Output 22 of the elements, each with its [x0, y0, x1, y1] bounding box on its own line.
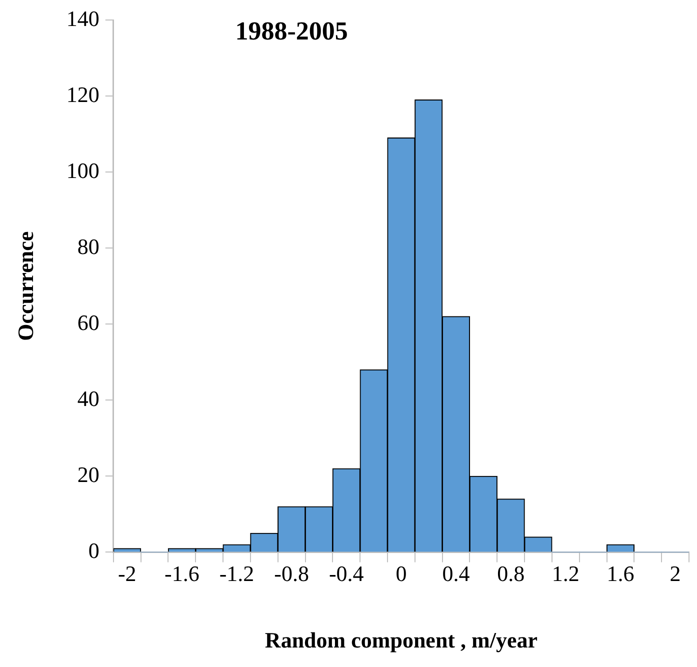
y-tick-label: 80 — [77, 234, 100, 259]
y-tick-label: 100 — [66, 158, 100, 183]
x-tick-label: 0.4 — [442, 561, 470, 586]
y-tick-label: 60 — [77, 310, 100, 335]
y-tick-label: 20 — [77, 462, 100, 487]
x-tick-label: -0.4 — [328, 561, 364, 586]
chart-title: 1988-2005 — [235, 16, 348, 46]
y-tick-label: 120 — [66, 82, 100, 107]
y-tick-label: 0 — [88, 538, 100, 563]
x-tick-label: -0.8 — [274, 561, 309, 586]
x-tick-label: -2 — [118, 561, 136, 586]
x-tick-label: 1.6 — [606, 561, 634, 586]
x-axis-title: Random component , m/year — [264, 627, 538, 652]
y-tick-label: 40 — [77, 386, 100, 411]
x-tick-label: 0 — [396, 561, 407, 586]
x-tick-label: 1.2 — [552, 561, 580, 586]
x-tick-label: 0.8 — [497, 561, 525, 586]
x-tick-label: -1.2 — [219, 561, 254, 586]
y-tick-label: 140 — [66, 6, 100, 31]
y-axis-title: Occurrence — [12, 231, 38, 341]
x-tick-label: -1.6 — [164, 561, 200, 586]
x-tick-label: 2 — [670, 561, 681, 586]
